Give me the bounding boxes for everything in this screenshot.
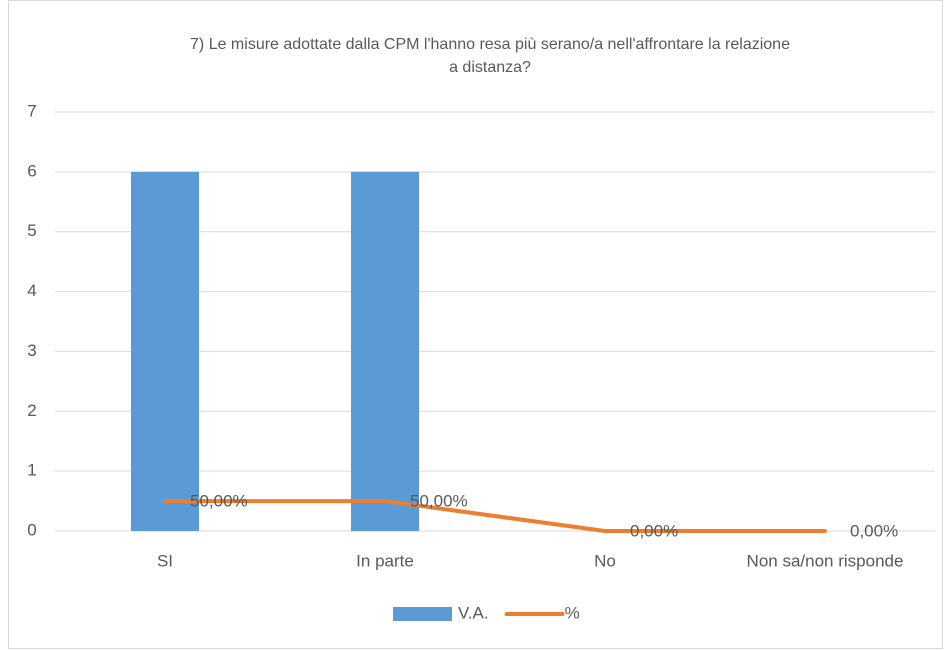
data-label: 50,00%	[410, 492, 468, 511]
y-tick-label: 0	[27, 520, 36, 539]
bar	[131, 171, 199, 531]
data-label: 50,00%	[190, 492, 248, 511]
x-tick-label: In parte	[356, 551, 414, 570]
bar	[351, 171, 419, 531]
legend-label: V.A.	[458, 603, 489, 622]
chart-subtitle: a distanza?	[449, 59, 531, 76]
legend-label: %	[565, 603, 580, 622]
y-tick-label: 6	[27, 161, 36, 180]
legend-swatch	[393, 607, 452, 621]
data-label: 0,00%	[850, 521, 898, 540]
y-tick-label: 7	[27, 101, 36, 120]
y-tick-label: 2	[27, 401, 36, 420]
x-tick-label: SI	[157, 551, 173, 570]
chart-title: 7) Le misure adottate dalla CPM l'hanno …	[190, 36, 790, 53]
y-tick-label: 3	[27, 341, 36, 360]
y-tick-label: 1	[27, 461, 36, 480]
y-tick-label: 5	[27, 221, 36, 240]
data-label: 0,00%	[630, 521, 678, 540]
line-series	[163, 499, 827, 533]
x-tick-label: No	[594, 551, 616, 570]
y-tick-label: 4	[27, 281, 36, 300]
x-tick-label: Non sa/non risponde	[747, 551, 904, 570]
